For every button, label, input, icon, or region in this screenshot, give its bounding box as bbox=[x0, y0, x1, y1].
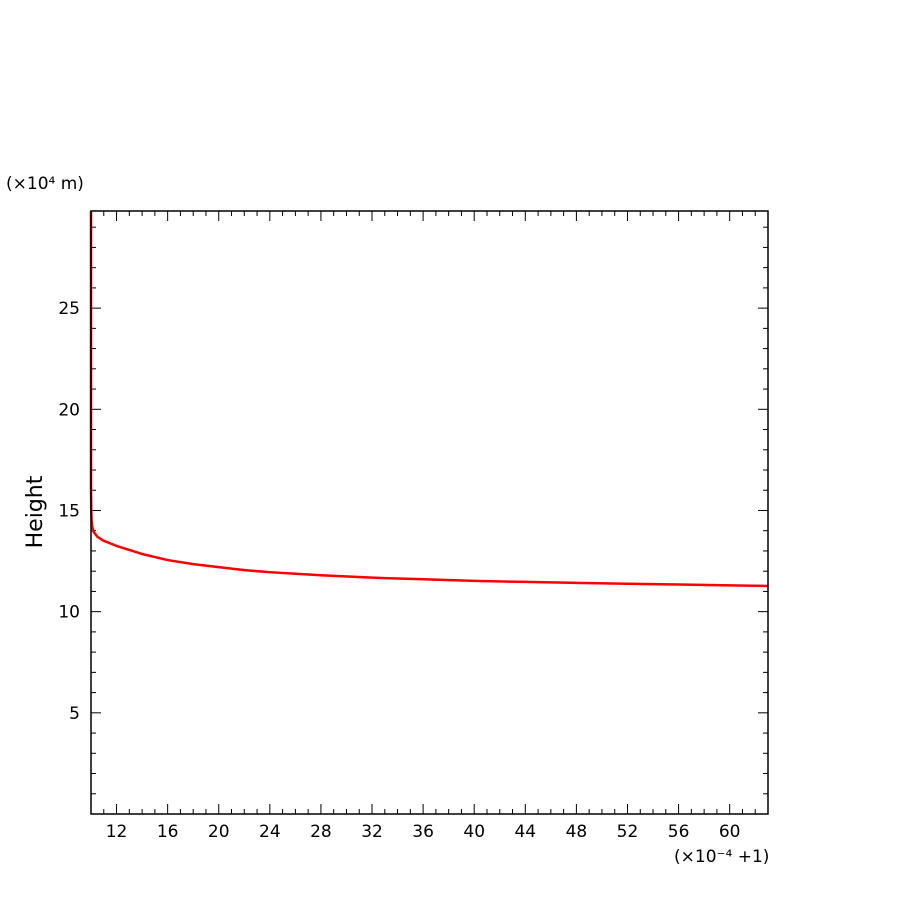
y-axis-label: Height bbox=[23, 475, 48, 548]
x-tick-label: 48 bbox=[566, 822, 588, 842]
x-tick-label: 44 bbox=[514, 822, 536, 842]
y-scale-note: (×10⁴ m) bbox=[6, 174, 84, 194]
x-tick-label: 40 bbox=[463, 822, 485, 842]
x-tick-label: 56 bbox=[668, 822, 690, 842]
series-layer bbox=[89, 211, 769, 588]
x-tick-label: 16 bbox=[157, 822, 179, 842]
x-tick-label: 24 bbox=[259, 822, 281, 842]
ticks-layer: 12 16 20 24 28 32 36 40 44 48 52 56 60 5 10 15 20 25 bbox=[58, 211, 769, 842]
y-tick-label: 5 bbox=[69, 704, 80, 724]
x-tick-label: 36 bbox=[412, 822, 434, 842]
y-tick-label: 20 bbox=[58, 400, 80, 420]
x-scale-note: (×10⁻⁴ +1) bbox=[674, 847, 769, 867]
y-tick-label: 10 bbox=[58, 603, 80, 623]
y-tick-label: 15 bbox=[58, 501, 80, 521]
y-tick-label: 25 bbox=[58, 299, 80, 319]
x-tick-label: 32 bbox=[361, 822, 383, 842]
x-tick-label: 60 bbox=[719, 822, 741, 842]
labels-layer: Height (×10⁴ m) (×10⁻⁴ +1) bbox=[6, 174, 769, 867]
plot-frame bbox=[90, 210, 769, 815]
x-tick-label: 28 bbox=[310, 822, 332, 842]
series-line-1 bbox=[89, 211, 769, 588]
x-tick-label: 20 bbox=[208, 822, 230, 842]
x-tick-label: 12 bbox=[106, 822, 128, 842]
x-tick-label: 52 bbox=[617, 822, 639, 842]
